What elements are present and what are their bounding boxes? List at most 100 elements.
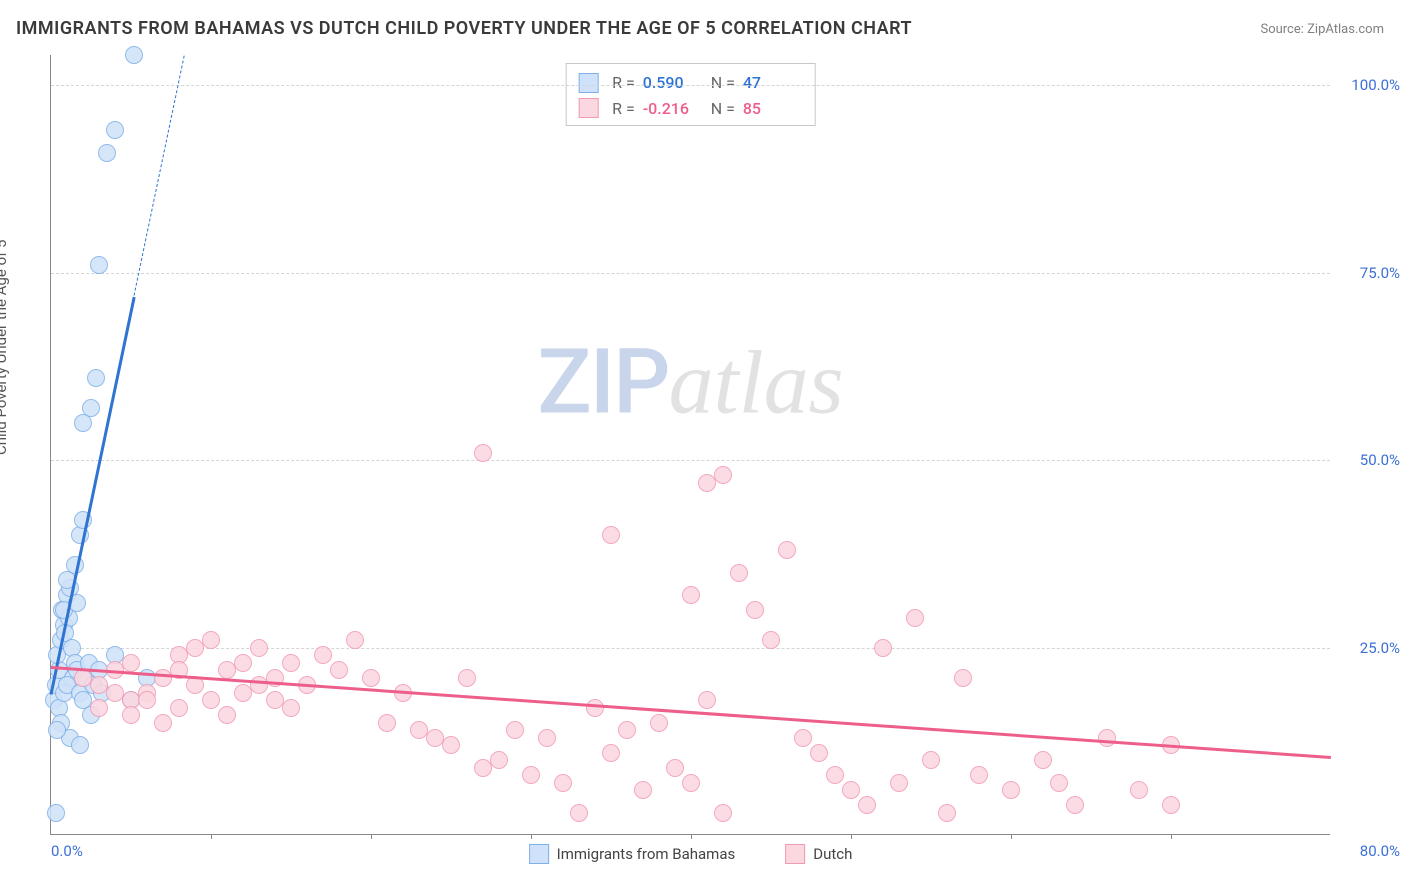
data-point xyxy=(474,444,492,462)
x-minor-tick xyxy=(1011,834,1012,839)
x-tick-label: 0.0% xyxy=(51,842,83,860)
stats-row: R = 0.590 N = 47 xyxy=(578,70,797,96)
data-point xyxy=(98,144,116,162)
data-point xyxy=(1130,781,1148,799)
scatter-plot: ZIPatlas R = 0.590 N = 47 R = -0.216 N =… xyxy=(50,55,1330,835)
data-point xyxy=(170,699,188,717)
data-point xyxy=(1098,729,1116,747)
data-point xyxy=(1002,781,1020,799)
data-point xyxy=(266,691,284,709)
r-value: -0.216 xyxy=(643,96,697,122)
y-axis-label: Child Poverty Under the Age of 5 xyxy=(0,240,10,456)
x-minor-tick xyxy=(1171,834,1172,839)
data-point xyxy=(874,639,892,657)
legend: Immigrants from Bahamas Dutch xyxy=(529,844,853,864)
data-point xyxy=(778,541,796,559)
data-point xyxy=(714,466,732,484)
data-point xyxy=(314,646,332,664)
data-point xyxy=(154,714,172,732)
data-point xyxy=(48,721,66,739)
r-value: 0.590 xyxy=(643,70,697,96)
data-point xyxy=(122,706,140,724)
data-point xyxy=(282,654,300,672)
data-point xyxy=(90,699,108,717)
data-point xyxy=(858,796,876,814)
x-minor-tick xyxy=(691,834,692,839)
x-minor-tick xyxy=(211,834,212,839)
data-point xyxy=(125,46,143,64)
trend-line xyxy=(51,666,1331,759)
data-point xyxy=(842,781,860,799)
data-point xyxy=(442,736,460,754)
gridline-horizontal xyxy=(51,85,1330,86)
trend-line xyxy=(50,296,136,694)
data-point xyxy=(90,256,108,274)
y-tick-label: 100.0% xyxy=(1340,76,1400,94)
data-point xyxy=(570,804,588,822)
x-tick-label: 80.0% xyxy=(1340,842,1400,860)
data-point xyxy=(890,774,908,792)
data-point xyxy=(490,751,508,769)
data-point xyxy=(106,121,124,139)
legend-swatch-icon xyxy=(785,844,805,864)
data-point xyxy=(730,564,748,582)
data-point xyxy=(762,631,780,649)
data-point xyxy=(922,751,940,769)
data-point xyxy=(538,729,556,747)
y-tick-label: 25.0% xyxy=(1340,639,1400,657)
data-point xyxy=(826,766,844,784)
data-point xyxy=(47,804,65,822)
data-point xyxy=(938,804,956,822)
watermark-atlas: atlas xyxy=(669,334,844,433)
data-point xyxy=(810,744,828,762)
data-point xyxy=(682,586,700,604)
n-label: N = 85 xyxy=(711,96,797,122)
data-point xyxy=(458,669,476,687)
n-value: 47 xyxy=(743,70,797,96)
data-point xyxy=(234,654,252,672)
data-point xyxy=(87,369,105,387)
legend-label: Immigrants from Bahamas xyxy=(557,845,736,863)
series-swatch-icon xyxy=(578,98,598,118)
data-point xyxy=(362,669,380,687)
data-point xyxy=(666,759,684,777)
data-point xyxy=(554,774,572,792)
data-point xyxy=(970,766,988,784)
data-point xyxy=(682,774,700,792)
legend-label: Dutch xyxy=(813,845,852,863)
data-point xyxy=(218,706,236,724)
x-minor-tick xyxy=(851,834,852,839)
series-swatch-icon xyxy=(578,73,598,93)
n-label: N = 47 xyxy=(711,70,797,96)
x-minor-tick xyxy=(531,834,532,839)
data-point xyxy=(618,721,636,739)
data-point xyxy=(794,729,812,747)
source-link[interactable]: ZipAtlas.com xyxy=(1307,22,1384,37)
data-point xyxy=(602,744,620,762)
data-point xyxy=(954,669,972,687)
watermark-zip: ZIP xyxy=(537,330,668,435)
data-point xyxy=(330,661,348,679)
chart-title: IMMIGRANTS FROM BAHAMAS VS DUTCH CHILD P… xyxy=(16,18,912,39)
data-point xyxy=(138,691,156,709)
gridline-horizontal xyxy=(51,648,1330,649)
data-point xyxy=(282,699,300,717)
gridline-horizontal xyxy=(51,273,1330,274)
data-point xyxy=(202,631,220,649)
legend-item: Dutch xyxy=(785,844,852,864)
data-point xyxy=(122,654,140,672)
trend-line-dashed xyxy=(134,55,185,295)
source-label: Source: xyxy=(1260,22,1307,37)
data-point xyxy=(650,714,668,732)
data-point xyxy=(698,691,716,709)
data-point xyxy=(346,631,364,649)
watermark: ZIPatlas xyxy=(537,330,843,435)
data-point xyxy=(378,714,396,732)
data-point xyxy=(714,804,732,822)
r-label: R = -0.216 xyxy=(612,96,697,122)
stats-row: R = -0.216 N = 85 xyxy=(578,96,797,122)
legend-item: Immigrants from Bahamas xyxy=(529,844,736,864)
data-point xyxy=(506,721,524,739)
data-point xyxy=(71,736,89,754)
data-point xyxy=(1050,774,1068,792)
